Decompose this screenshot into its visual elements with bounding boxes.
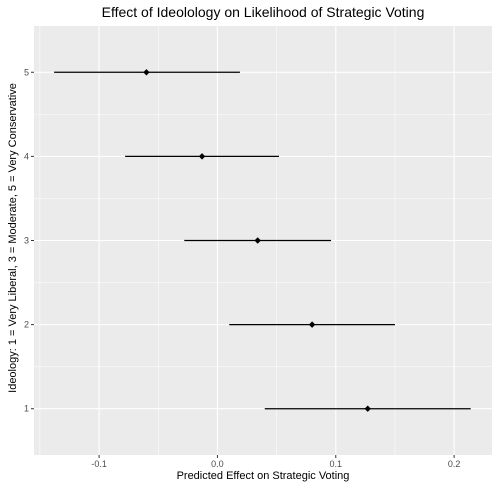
y-tick-label: 2 bbox=[24, 320, 29, 330]
y-axis-ticks: 1 2 3 4 5 bbox=[24, 67, 34, 414]
point-estimate bbox=[198, 153, 206, 160]
y-tick-label: 3 bbox=[24, 236, 29, 246]
point-estimate bbox=[308, 321, 316, 328]
y-tick-label: 4 bbox=[24, 151, 29, 161]
x-axis-title: Predicted Effect on Strategic Voting bbox=[177, 470, 350, 482]
point-estimates bbox=[143, 69, 371, 412]
y-axis-title: Ideology: 1 = Very Liberal, 3 = Moderate… bbox=[7, 83, 19, 393]
x-tick-label: 0.0 bbox=[211, 459, 224, 469]
chart-title: Effect of Ideolology on Likelihood of St… bbox=[102, 4, 425, 20]
x-axis-ticks: -0.1 0.0 0.1 0.2 bbox=[91, 455, 460, 469]
point-estimate bbox=[254, 237, 261, 244]
x-tick-label: -0.1 bbox=[91, 459, 107, 469]
x-tick-label: 0.1 bbox=[330, 459, 343, 469]
y-tick-label: 1 bbox=[24, 404, 29, 414]
y-tick-label: 5 bbox=[24, 67, 29, 77]
point-estimate bbox=[364, 405, 371, 412]
point-estimate bbox=[143, 69, 150, 76]
x-tick-label: 0.2 bbox=[448, 459, 461, 469]
